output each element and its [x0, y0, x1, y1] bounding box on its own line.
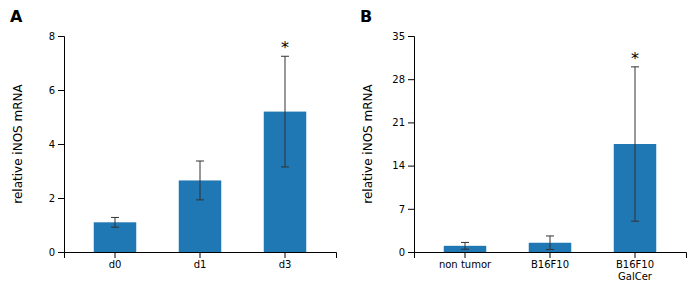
axis-line	[408, 37, 415, 253]
panel: 0 2 4 6 8 d0 d1 d3 relative iNOS mRNA A *	[10, 7, 337, 270]
tick: 4	[49, 139, 64, 150]
error-bar	[461, 242, 469, 249]
tick-label: d1	[194, 259, 207, 270]
axis-line	[65, 253, 337, 259]
tick-label-line: d3	[279, 259, 292, 270]
tick: 14	[392, 160, 414, 171]
tick: 2	[49, 193, 64, 204]
tick-label-line: non tumor	[439, 259, 492, 270]
tick-mark	[58, 198, 64, 199]
tick-mark	[58, 36, 64, 37]
annotation: *	[281, 38, 289, 57]
y-axis-title: relative iNOS mRNA	[361, 83, 375, 203]
tick: B16F10	[531, 252, 569, 270]
tick: 0	[49, 247, 64, 258]
tick-label-line: GalCer	[618, 271, 653, 282]
y-axis: 0 7 14 21 28 35	[392, 31, 414, 258]
tick-label: 8	[49, 31, 55, 42]
tick-mark	[408, 252, 414, 253]
tick-label-line: B16F10	[531, 259, 569, 270]
tick: B16F10GalCer	[616, 252, 654, 282]
tick-label: 0	[49, 247, 55, 258]
tick-mark	[408, 122, 414, 123]
chart: 0 2 4 6 8 d0 d1 d3 relative iNOS mRNA A * 0 7 14 21 28 3…	[0, 0, 700, 298]
tick-mark	[58, 252, 64, 253]
tick: 35	[392, 31, 414, 42]
error-bar	[281, 56, 289, 167]
tick: 21	[392, 117, 414, 128]
tick-mark	[408, 209, 414, 210]
tick-mark	[465, 252, 466, 258]
error-bar	[196, 161, 204, 200]
tick-mark	[200, 252, 201, 258]
error-bar	[631, 67, 639, 221]
x-axis: d0 d1 d3	[65, 252, 337, 270]
tick-mark	[285, 252, 286, 258]
tick: 7	[399, 204, 414, 215]
tick-mark	[635, 252, 636, 258]
tick: 6	[49, 85, 64, 96]
tick-label: B16F10GalCer	[616, 259, 654, 282]
tick-mark	[58, 90, 64, 91]
tick-mark	[408, 36, 414, 37]
tick-label: d0	[109, 259, 122, 270]
tick-label: 2	[49, 193, 55, 204]
axis-line	[415, 253, 687, 259]
tick: non tumor	[439, 252, 492, 270]
panel: 0714212835non tumorB16F10B16F10GalCerrel…	[360, 7, 687, 282]
tick-label: 6	[49, 85, 55, 96]
tick: d0	[109, 252, 122, 270]
y-axis-title: relative iNOS mRNA	[11, 83, 25, 203]
tick-mark	[115, 252, 116, 258]
tick-mark	[58, 144, 64, 145]
error-bar	[111, 217, 119, 227]
tick: d1	[194, 252, 207, 270]
tick-label-line: d1	[194, 259, 207, 270]
tick-label: d3	[279, 259, 292, 270]
tick-mark	[550, 252, 551, 258]
tick-label: 21	[392, 117, 405, 128]
tick-label: 7	[399, 204, 405, 215]
panel-label: B	[360, 7, 372, 26]
tick-label: 14	[392, 160, 405, 171]
x-axis: non tumorB16F10B16F10GalCer	[415, 252, 687, 282]
tick-label-line: d0	[109, 259, 122, 270]
annotation: *	[631, 49, 639, 68]
tick-mark	[408, 79, 414, 80]
tick: d3	[279, 252, 292, 270]
tick-label: 28	[392, 74, 405, 85]
plot-area	[444, 67, 657, 252]
y-axis: 0 2 4 6 8	[49, 31, 65, 258]
error-bar	[546, 236, 554, 250]
tick-label: 35	[392, 31, 405, 42]
tick: 8	[49, 31, 64, 42]
tick-label: non tumor	[439, 259, 492, 270]
tick: 0	[399, 247, 414, 258]
tick: 28	[392, 74, 414, 85]
tick-label: B16F10	[531, 259, 569, 270]
plot-area	[94, 56, 307, 252]
panel-label: A	[10, 7, 23, 26]
tick-label: 0	[399, 247, 405, 258]
axis-line	[58, 37, 65, 253]
tick-label-line: B16F10	[616, 259, 654, 270]
tick-label: 4	[49, 139, 55, 150]
tick-mark	[408, 166, 414, 167]
